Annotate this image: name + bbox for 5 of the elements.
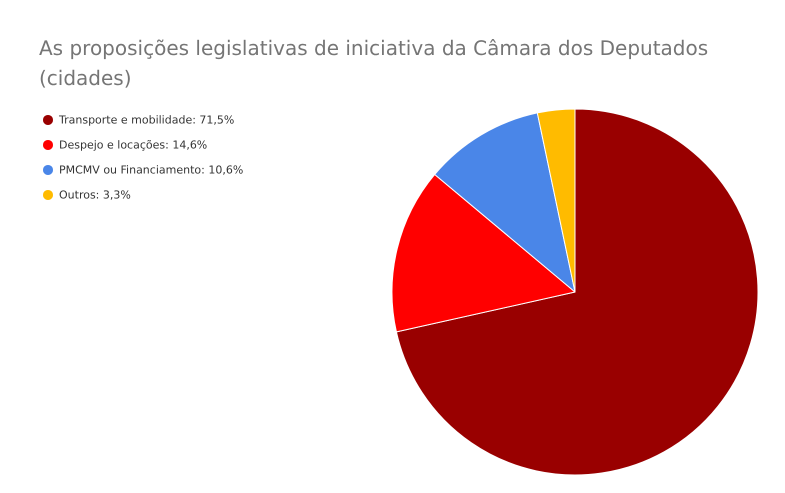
legend-label: PMCMV ou Financiamento: 10,6% (59, 164, 244, 176)
chart-title: As proposições legislativas de iniciativa da Câmara dos Deputados (cidades) (39, 36, 715, 90)
legend-label: Despejo e locações: 14,6% (59, 138, 208, 152)
legend-label: Outros: 3,3% (59, 188, 131, 202)
legend-label: Transporte e mobilidade: 71,5% (58, 114, 234, 126)
